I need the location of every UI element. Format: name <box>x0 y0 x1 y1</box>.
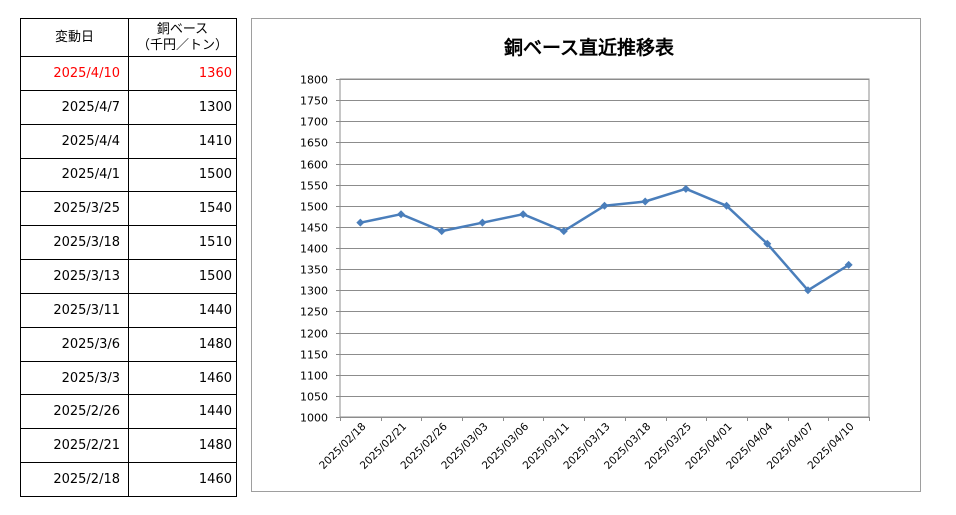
row-value: 1360 <box>128 56 237 91</box>
row-value: 1480 <box>128 428 237 464</box>
row-value: 1460 <box>128 462 237 497</box>
row-date: 2025/2/26 <box>20 394 129 430</box>
table-row: 2025/2/21 1480 <box>20 428 237 464</box>
row-date: 2025/2/21 <box>20 428 129 464</box>
table-row: 2025/3/18 1510 <box>20 225 237 261</box>
row-date: 2025/2/18 <box>20 462 129 497</box>
data-point-marker <box>722 201 731 210</box>
y-tick-label: 1550 <box>300 180 328 193</box>
header-value-line2: （千円／トン） <box>136 37 228 53</box>
table-row: 2025/4/10 1360 <box>20 56 237 91</box>
data-point-marker <box>681 184 690 193</box>
row-value: 1460 <box>128 360 237 396</box>
chart-gridlines <box>339 78 870 418</box>
row-date: 2025/3/25 <box>20 191 129 227</box>
table-body: 2025/4/10 1360 2025/4/7 1300 2025/4/4 1410 202… <box>20 56 237 497</box>
row-date: 2025/4/1 <box>20 157 129 193</box>
row-value: 1440 <box>128 394 237 430</box>
table-row: 2025/2/18 1460 <box>20 462 237 497</box>
row-value: 1500 <box>128 157 237 193</box>
table-row: 2025/4/7 1300 <box>20 89 237 125</box>
y-tick-label: 1000 <box>300 412 328 425</box>
table-row: 2025/3/3 1460 <box>20 360 237 396</box>
y-tick-label: 1650 <box>300 137 328 150</box>
y-tick-label: 1050 <box>300 391 328 404</box>
row-date: 2025/3/18 <box>20 225 129 261</box>
row-value: 1540 <box>128 191 237 227</box>
table-row: 2025/3/25 1540 <box>20 191 237 227</box>
chart-series <box>356 184 853 295</box>
y-tick-label: 1350 <box>300 264 328 277</box>
data-point-marker <box>844 260 853 269</box>
table-row: 2025/4/1 1500 <box>20 157 237 193</box>
chart-frame: 銅ベース直近推移表 1000 1050 1100 1150 1200 1250 1300 13… <box>251 18 921 492</box>
y-tick-label: 1300 <box>300 285 328 298</box>
row-date: 2025/3/13 <box>20 259 129 294</box>
header-date: 変動日 <box>20 18 129 57</box>
y-tick-label: 1150 <box>300 349 328 362</box>
data-point-marker <box>478 218 487 227</box>
y-tick-label: 1100 <box>300 370 328 383</box>
header-value-line1: 銅ベース <box>156 21 209 37</box>
y-tick-label: 1750 <box>300 95 328 108</box>
x-axis: 2025/02/182025/02/212025/02/262025/03/03… <box>317 417 870 472</box>
data-point-marker <box>763 239 772 248</box>
header-value: 銅ベース （千円／トン） <box>128 18 237 57</box>
row-date: 2025/4/10 <box>20 56 129 91</box>
data-point-marker <box>803 286 812 295</box>
row-value: 1480 <box>128 326 237 362</box>
row-date: 2025/4/7 <box>20 89 129 125</box>
row-date: 2025/3/3 <box>20 360 129 396</box>
table-row: 2025/3/6 1480 <box>20 326 237 362</box>
y-tick-label: 1600 <box>300 159 328 172</box>
chart-title: 銅ベース直近推移表 <box>504 36 675 59</box>
data-point-marker <box>600 201 609 210</box>
row-date: 2025/3/6 <box>20 326 129 362</box>
table-row: 2025/2/26 1440 <box>20 394 237 430</box>
table-row: 2025/4/4 1410 <box>20 123 237 159</box>
table-row: 2025/3/13 1500 <box>20 259 237 294</box>
data-point-marker <box>519 210 528 219</box>
table-row: 2025/3/11 1440 <box>20 292 237 328</box>
row-date: 2025/3/11 <box>20 292 129 328</box>
row-value: 1300 <box>128 89 237 125</box>
row-value: 1500 <box>128 259 237 294</box>
data-point-marker <box>356 218 365 227</box>
y-tick-label: 1700 <box>300 116 328 129</box>
data-point-marker <box>437 227 446 236</box>
y-tick-label: 1450 <box>300 222 328 235</box>
y-tick-label: 1250 <box>300 306 328 319</box>
data-point-marker <box>559 227 568 236</box>
row-value: 1510 <box>128 225 237 261</box>
row-date: 2025/4/4 <box>20 123 129 159</box>
y-tick-label: 1400 <box>300 243 328 256</box>
data-point-marker <box>641 197 650 206</box>
y-axis: 1000 1050 1100 1150 1200 1250 1300 1350 1400 1450… <box>300 74 340 425</box>
data-point-marker <box>397 210 406 219</box>
y-tick-label: 1500 <box>300 201 328 214</box>
line-chart: 銅ベース直近推移表 1000 1050 1100 1150 1200 1250 1300 13… <box>300 36 870 472</box>
table-header-row: 変動日 銅ベース （千円／トン） <box>20 18 237 57</box>
y-tick-label: 1800 <box>300 74 328 87</box>
price-table: 変動日 銅ベース （千円／トン） 2025/4/10 1360 2025/4/7 13… <box>20 18 237 497</box>
row-value: 1410 <box>128 123 237 159</box>
y-tick-label: 1200 <box>300 328 328 341</box>
row-value: 1440 <box>128 292 237 328</box>
